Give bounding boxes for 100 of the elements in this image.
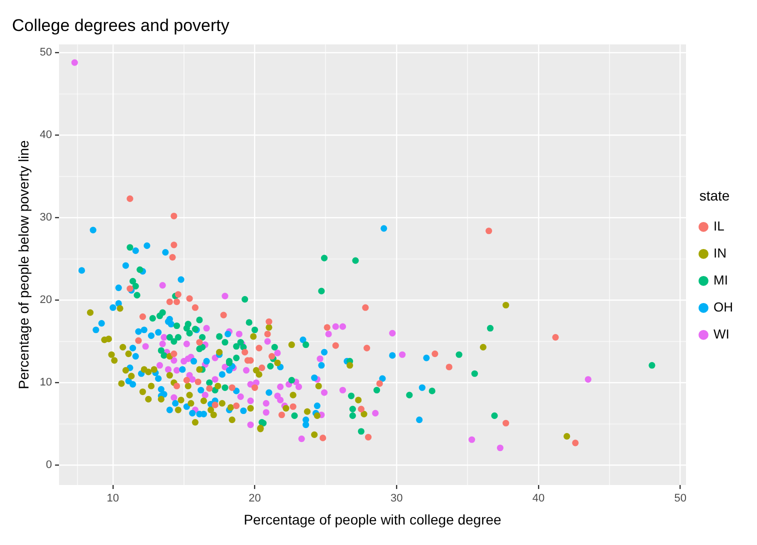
point xyxy=(196,338,203,346)
point xyxy=(150,366,158,373)
point xyxy=(268,352,276,360)
point xyxy=(206,385,213,392)
point xyxy=(502,420,510,426)
point xyxy=(256,371,262,378)
point xyxy=(572,440,579,446)
point xyxy=(128,372,135,380)
point xyxy=(358,406,364,412)
point xyxy=(288,341,295,348)
point xyxy=(364,344,370,352)
y-tick-label: 50 xyxy=(40,46,52,59)
point xyxy=(192,418,199,426)
point xyxy=(170,212,178,220)
point xyxy=(233,402,240,410)
point xyxy=(208,406,214,414)
x-tick-label: 20 xyxy=(248,492,261,505)
point xyxy=(200,398,208,404)
point xyxy=(320,434,326,442)
point xyxy=(355,396,362,404)
point xyxy=(126,195,134,202)
point xyxy=(148,382,155,390)
point xyxy=(135,337,142,344)
point xyxy=(228,416,236,424)
point xyxy=(116,305,124,312)
point xyxy=(145,396,152,402)
point xyxy=(564,433,570,440)
point xyxy=(376,380,383,387)
point xyxy=(314,412,320,419)
point xyxy=(304,408,311,415)
y-axis-title: Percentage of people below poverty line xyxy=(15,140,32,390)
point xyxy=(250,333,257,340)
point xyxy=(120,344,126,351)
point xyxy=(166,298,173,306)
point xyxy=(173,298,180,306)
point xyxy=(174,291,182,298)
point xyxy=(118,380,125,387)
point xyxy=(228,384,236,391)
point xyxy=(446,364,452,370)
point xyxy=(105,336,112,342)
point xyxy=(216,348,223,356)
point xyxy=(194,378,202,386)
y-tick-label: 30 xyxy=(40,212,52,224)
point xyxy=(278,412,286,418)
point xyxy=(315,382,322,390)
point xyxy=(186,295,193,302)
point xyxy=(227,404,234,411)
x-axis-title: Percentage of people with college degree xyxy=(244,511,502,528)
point xyxy=(242,348,248,356)
point xyxy=(169,254,176,261)
point xyxy=(214,382,222,390)
point xyxy=(360,410,368,418)
y-tick-label: 20 xyxy=(40,294,52,306)
legend-label: OH xyxy=(714,299,733,314)
point xyxy=(186,392,193,398)
point xyxy=(346,362,354,369)
point xyxy=(86,309,94,316)
point xyxy=(174,406,182,414)
point xyxy=(362,304,369,311)
point xyxy=(192,304,199,311)
x-tick-label: 10 xyxy=(106,492,120,505)
point xyxy=(251,384,258,391)
point xyxy=(184,382,192,390)
point xyxy=(290,392,296,398)
point xyxy=(311,431,318,438)
point xyxy=(486,228,492,234)
point xyxy=(480,344,486,351)
x-tick-label: 30 xyxy=(390,492,403,505)
point xyxy=(196,366,203,373)
point xyxy=(170,350,178,358)
point xyxy=(218,400,226,407)
point xyxy=(210,412,217,418)
point xyxy=(274,360,281,366)
legend-label: IL xyxy=(714,218,724,234)
point xyxy=(139,313,146,320)
point xyxy=(111,357,118,364)
point xyxy=(502,302,510,308)
point xyxy=(332,342,339,349)
legend-label: IN xyxy=(714,245,726,260)
point xyxy=(212,402,218,408)
y-tick-label: 40 xyxy=(40,129,52,142)
point xyxy=(247,404,254,412)
point xyxy=(108,351,115,358)
legend-title: state xyxy=(699,187,730,204)
point xyxy=(290,403,296,410)
point xyxy=(122,367,130,374)
point xyxy=(266,324,272,331)
point xyxy=(264,330,271,338)
point xyxy=(178,396,184,404)
point xyxy=(266,318,272,325)
point xyxy=(158,396,164,402)
point xyxy=(188,400,194,407)
point xyxy=(324,324,330,331)
point xyxy=(170,242,178,248)
x-tick-label: 50 xyxy=(674,492,686,505)
point xyxy=(125,350,132,358)
legend-label: MI xyxy=(714,272,728,288)
point xyxy=(364,434,372,440)
chart-title: College degrees and poverty xyxy=(12,16,230,35)
point xyxy=(432,350,438,358)
